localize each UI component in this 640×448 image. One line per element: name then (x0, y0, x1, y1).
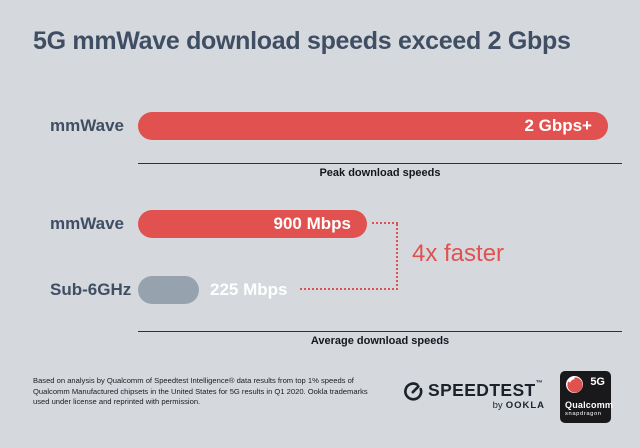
bar-label-mmwave-avg: mmWave (50, 214, 125, 233)
speedtest-wordmark-text: SPEEDTEST (428, 380, 536, 400)
dotted-line-bottom (300, 288, 398, 290)
dotted-line-top (372, 222, 398, 224)
axis-caption-average: Average download speeds (310, 335, 450, 347)
footnote: Based on analysis by Qualcomm of Speedte… (33, 376, 368, 407)
annotation-4x-faster: 4x faster (412, 240, 505, 267)
speedtest-wordmark: SPEEDTEST™ (428, 380, 543, 401)
axis-line-peak (138, 163, 622, 164)
snapdragon-logo-icon (566, 376, 583, 393)
byline-ookla: OOKLA (505, 400, 545, 411)
snapdragon-wordmark: snapdragon (565, 411, 602, 417)
bar-value-label: 900 Mbps (273, 214, 351, 233)
bar-label-sub6ghz: Sub-6GHz (50, 280, 132, 299)
speedtest-gauge-icon (404, 382, 423, 401)
byline-by: by (492, 400, 503, 411)
badge-5g-label: 5G (590, 376, 605, 388)
qualcomm-wordmark: Qualcomm (565, 400, 614, 410)
bar-label-mmwave-peak: mmWave (50, 116, 125, 135)
speedtest-byline: by OOKLA (428, 400, 545, 411)
page-title: 5G mmWave download speeds exceed 2 Gbps (33, 27, 571, 55)
bar-value-label: 2 Gbps+ (524, 116, 592, 135)
bar-sub6ghz (138, 276, 199, 304)
bar-value-label-outside: 225 Mbps (210, 280, 288, 299)
axis-caption-peak: Peak download speeds (319, 167, 441, 179)
bar-mmwave-avg: 900 Mbps (138, 210, 367, 238)
qualcomm-snapdragon-badge: 5G Qualcomm snapdragon (560, 371, 614, 423)
bar-mmwave-peak: 2 Gbps+ (138, 112, 608, 140)
dotted-line-vertical (396, 224, 398, 290)
axis-line-average (138, 331, 622, 332)
trademark-symbol: ™ (535, 380, 544, 387)
